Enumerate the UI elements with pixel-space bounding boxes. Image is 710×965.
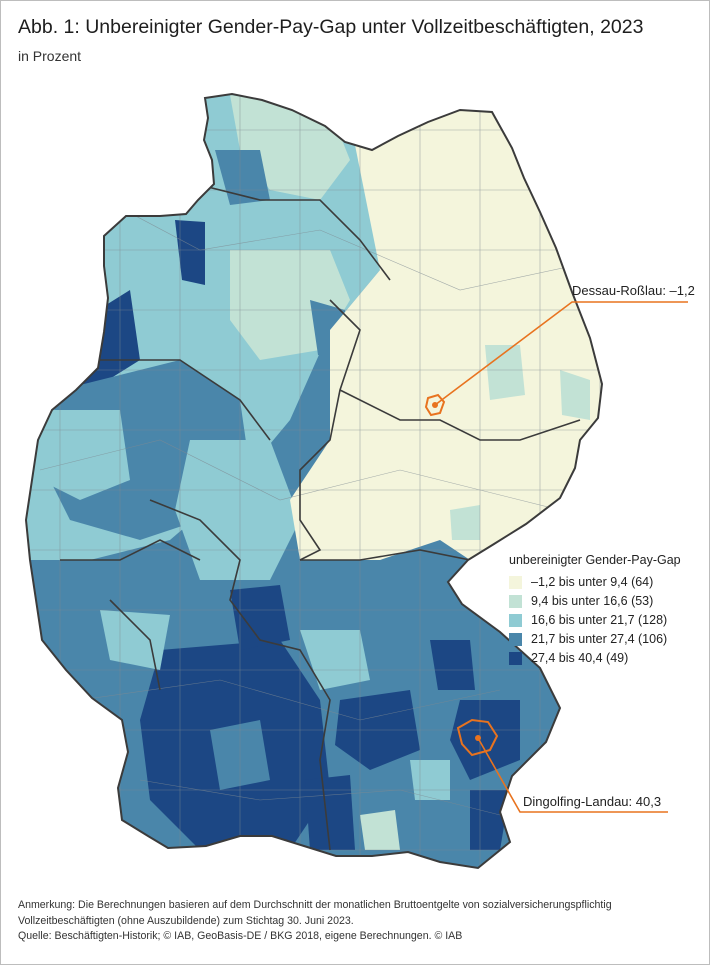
legend-item: 16,6 bis unter 21,7 (128): [509, 611, 681, 629]
legend-label: 9,4 bis unter 16,6 (53): [531, 594, 654, 608]
callout-lines: [434, 301, 688, 813]
district-dingolfing-landau: [456, 718, 499, 757]
note-line-1: Anmerkung: Die Berechnungen basieren auf…: [18, 899, 612, 911]
callout-dot-dingolfing: [475, 735, 481, 741]
legend-swatch: [509, 575, 522, 589]
state-borders: [60, 184, 581, 851]
legend-swatch: [509, 651, 522, 665]
region-bayern-light-1: [300, 630, 370, 690]
legend-label: 21,7 bis unter 27,4 (106): [531, 632, 668, 646]
legend-item: –1,2 bis unter 9,4 (64): [509, 573, 681, 591]
region-hamburg-dark: [215, 150, 270, 205]
callout-label-dessau: Dessau-Roßlau: –1,2: [572, 283, 695, 298]
legend-title: unbereinigter Gender-Pay-Gap: [509, 553, 681, 567]
region-east: [290, 94, 602, 560]
region-hessen: [175, 440, 300, 580]
region-bayern-dark-5: [305, 775, 355, 850]
district-dessau-rosslau: [424, 393, 446, 417]
legend-label: 16,6 bis unter 21,7 (128): [531, 613, 668, 627]
legend-item: 9,4 bis unter 16,6 (53): [509, 592, 681, 610]
region-bayern-dark-2: [430, 640, 475, 690]
germany-district-map: [25, 93, 688, 869]
region-franken: [230, 585, 290, 650]
legend-swatch: [509, 632, 522, 646]
region-bayern-dark-3: [450, 700, 520, 780]
figure-notes: Anmerkung: Die Berechnungen basieren auf…: [18, 898, 612, 945]
legend-label: –1,2 bis unter 9,4 (64): [531, 575, 654, 589]
figure-subtitle: in Prozent: [18, 48, 82, 64]
region-east-patch-3: [450, 505, 480, 540]
callout-dot-dessau: [432, 402, 438, 408]
callout-label-dingolfing: Dingolfing-Landau: 40,3: [523, 794, 662, 809]
map-legend: unbereinigter Gender-Pay-Gap –1,2 bis un…: [509, 553, 681, 668]
region-bayern-light-3: [360, 810, 400, 850]
legend-item: 21,7 bis unter 27,4 (106): [509, 630, 681, 648]
region-nrw-light: [40, 410, 130, 500]
region-weser-ems: [175, 220, 205, 285]
legend-swatch: [509, 594, 522, 608]
legend-item: 27,4 bis 40,4 (49): [509, 649, 681, 667]
figure-title: Abb. 1: Unbereinigter Gender-Pay-Gap unt…: [18, 16, 644, 38]
source-line: Quelle: Beschäftigten-Historik; © IAB, G…: [18, 930, 463, 942]
legend-swatch: [509, 613, 522, 627]
note-line-2: Vollzeitbeschäftigten (ohne Auszubildend…: [18, 914, 354, 927]
region-east-patch-1: [485, 345, 525, 400]
region-east-patch-2: [560, 370, 590, 420]
legend-label: 27,4 bis 40,4 (49): [531, 651, 629, 665]
